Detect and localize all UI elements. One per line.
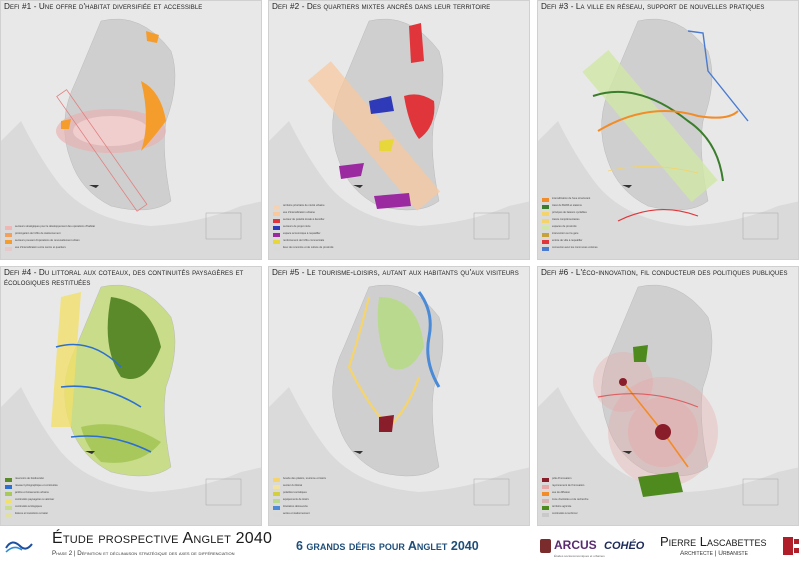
map-defi-1: [1, 1, 261, 259]
panel-title: Defi #2 - Des quartiers mixtes ancrés da…: [272, 2, 491, 11]
panel-defi-2: Defi #2 - Des quartiers mixtes ancrés da…: [268, 0, 530, 260]
map-defi-3: [538, 1, 798, 259]
legend-item: secteurs de projet mixte: [273, 225, 423, 230]
panel-defi-1: Defi #1 - Une offre d'habitat diversifié…: [0, 0, 262, 260]
legend-item: prolongation de l'offre de stationnement: [5, 232, 155, 237]
legend-item: renforcement de l'offre commerciale: [273, 239, 423, 244]
legend-item: réseau hydrographique et continuités: [5, 484, 155, 489]
legend: territoire prioritaire de mixité urbaine…: [273, 204, 423, 253]
panel-title: Defi #5 - Le tourisme-loisirs, autant au…: [272, 268, 519, 277]
legend: réservoirs de biodiversité réseau hydrog…: [5, 477, 155, 519]
legend-item: espace économique à requalifier: [273, 232, 423, 237]
legend-item: entrée de ville à requalifier: [542, 239, 692, 244]
legend-item: pôle d'innovation: [542, 477, 692, 482]
legend-item: principes de liaisons cyclables: [542, 211, 692, 216]
legend-item: secteurs pouvant d'opérations de renouve…: [5, 239, 155, 244]
legend-item: continuités écologiques: [5, 505, 155, 510]
legend-item: continuités paysagères à valoriser: [5, 498, 155, 503]
legend-item: réservoirs de biodiversité: [5, 477, 155, 482]
legend-item: jardins et boisements urbains: [5, 491, 155, 496]
panel-defi-3: Defi #3 - La ville en réseau, support de…: [537, 0, 799, 260]
legend-item: sentier du littoral: [273, 484, 423, 489]
map-defi-2: [269, 1, 529, 259]
legend: boucle des plaisirs, tourisme et loisirs…: [273, 477, 423, 519]
legend-item: équipements de loisirs: [273, 498, 423, 503]
pl-name: Pierre Lascabettes: [660, 534, 767, 549]
legend-item: espaces de proximité: [542, 225, 692, 230]
legend-item: rayonnement de l'innovation: [542, 484, 692, 489]
footer: [0, 528, 801, 561]
anglet-logo-icon: [5, 541, 33, 553]
legend-item: axe de diffusion: [542, 491, 692, 496]
legend-item: zone d'activités et de recherche: [542, 498, 692, 503]
arcus-subtitle: Études socioéconomiques et urbaines: [554, 554, 605, 558]
panel-defi-5: Defi #5 - Le tourisme-loisirs, autant au…: [268, 266, 530, 526]
legend-item: intensification de l'axe structurant: [542, 197, 692, 202]
panel-title: Defi #6 - L'éco-innovation, fil conducte…: [541, 268, 788, 277]
footer-center-title: 6 grands défis pour Anglet 2040: [296, 539, 479, 553]
pl-logo-icon: [783, 537, 799, 555]
panel-title: Defi #1 - Une offre d'habitat diversifié…: [4, 2, 203, 11]
legend-item: territoire agricole: [542, 505, 692, 510]
panel-title: Defi #4 - Du littoral aux coteaux, des c…: [4, 268, 244, 287]
coheo-logo: COHÉO: [604, 540, 645, 552]
map-defi-4: [1, 267, 261, 525]
legend-item: tracés complémentaires: [542, 218, 692, 223]
legend: pôle d'innovation rayonnement de l'innov…: [542, 477, 692, 519]
legend-item: axe d'intensification urbaine: [273, 211, 423, 216]
legend-item: accès et stationnement: [273, 512, 423, 517]
legend: intensification de l'axe structurant tra…: [542, 197, 692, 253]
legend-item: itinéraires découverte: [273, 505, 423, 510]
panel-defi-4: Defi #4 - Du littoral aux coteaux, des c…: [0, 266, 262, 526]
map-defi-6: [538, 267, 798, 525]
arcus-logo: ARCUS: [554, 538, 597, 552]
legend-item: continuités à renforcer: [542, 512, 692, 517]
panel-defi-6: Defi #6 - L'éco-innovation, fil conducte…: [537, 266, 799, 526]
arcus-logo-icon: [540, 539, 551, 553]
pl-role: Architecte | Urbaniste: [680, 550, 748, 557]
panel-title: Defi #3 - La ville en réseau, support de…: [541, 2, 765, 11]
legend-item: secteurs stratégiques pour le développem…: [5, 225, 155, 230]
legend-item: secteur de polarité locale à densifier: [273, 218, 423, 223]
legend-item: tracé du BHNS et stations: [542, 204, 692, 209]
legend-item: lisières et transitions à traiter: [5, 512, 155, 517]
legend-item: territoire prioritaire de mixité urbaine: [273, 204, 423, 209]
legend-item: connexion avec les communes voisines: [542, 246, 692, 251]
footer-title: Étude prospective Anglet 2040: [52, 530, 273, 547]
legend: secteurs stratégiques pour le développem…: [5, 225, 155, 253]
legend-item: polarités touristiques: [273, 491, 423, 496]
legend-item: axe d'intensification entre centre et qu…: [5, 246, 155, 251]
legend-item: lieux de rencontre et de culture de prox…: [273, 246, 423, 251]
legend-item: intervention sur la gare: [542, 232, 692, 237]
legend-item: boucle des plaisirs, tourisme et loisirs: [273, 477, 423, 482]
footer-subtitle: Phase 2 | Définition et déclinaison stra…: [52, 550, 235, 557]
map-defi-5: [269, 267, 529, 525]
